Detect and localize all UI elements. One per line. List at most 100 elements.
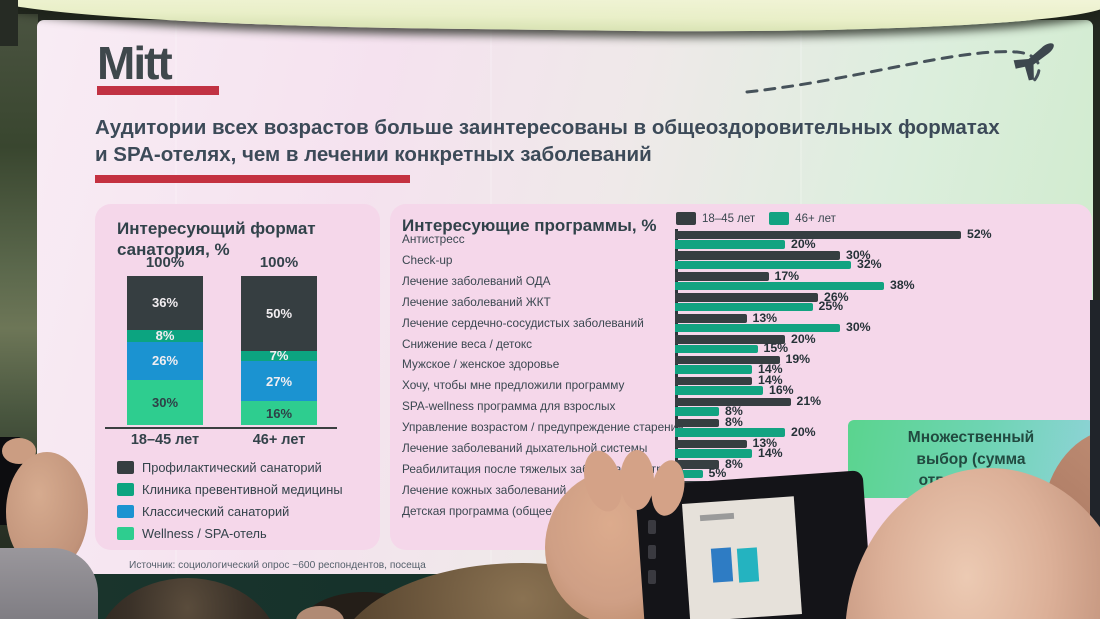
bar [675, 230, 961, 239]
segment-value-label: 16% [265, 405, 293, 421]
phone-side-button [648, 545, 656, 559]
bar [675, 344, 758, 353]
hand-finger [620, 450, 654, 510]
bar [675, 281, 884, 291]
phone-side-button [648, 520, 656, 534]
bar-row-label: Лечение кожных заболеваний [402, 482, 567, 497]
bar-value-label: 20% [791, 236, 816, 251]
bar-value-label: 14% [758, 445, 783, 460]
bar-row-label: Check-up [402, 252, 453, 267]
stack-segment: 7% [241, 348, 317, 364]
segment-value-label: 30% [151, 395, 179, 411]
legend-item: 46+ лет [769, 212, 836, 225]
format-chart-axis [105, 427, 337, 429]
bar-value-label: 32% [857, 257, 882, 272]
programs-chart-title: Интересующие программы, % [402, 216, 657, 235]
bar-value-label: 21% [796, 394, 822, 409]
bar-row-label: Лечение сердечно-сосудистых заболеваний [402, 315, 644, 330]
column-category-label: 46+ лет [252, 432, 306, 448]
column-category-label: 18–45 лет [130, 432, 200, 448]
legend-swatch [117, 526, 134, 540]
presentation-slide: Mitt Аудитории всех возрастов больше заи… [37, 20, 1094, 578]
bar-value-label: 20% [791, 424, 816, 439]
audience-face [296, 606, 344, 619]
bar-value-label: 14% [758, 373, 783, 388]
bar-row-label: Управление возрастом / предупреждение ст… [402, 420, 684, 435]
segment-value-label: 26% [151, 353, 179, 369]
bar-row-label: Снижение веса / детокс [402, 336, 533, 351]
note-line: выбор (сумма [916, 450, 1026, 468]
smartphone-photo-thumbnail [736, 547, 760, 583]
segment-value-label: 27% [265, 373, 293, 389]
bar [675, 460, 719, 469]
bar-value-label: 13% [752, 310, 778, 325]
bar-value-label: 15% [763, 341, 789, 355]
column-stack: 50% 7% 27% 16% [241, 276, 317, 425]
legend-item: Wellness / SPA-отель [117, 522, 343, 544]
stacked-column: 100% 50% 7% 27% 16% 46+ лет [241, 254, 317, 448]
bar-value-label: 17% [774, 268, 800, 283]
legend-swatch [676, 212, 696, 225]
headline-red-rule [95, 175, 410, 183]
source-text-left: Источник: социологический опрос ~600 рес… [129, 560, 426, 571]
legend-swatch [769, 212, 790, 225]
segment-value-label: 50% [265, 305, 293, 321]
legend-swatch [117, 482, 134, 496]
bar-value-label: 26% [824, 289, 849, 304]
bar [675, 386, 763, 395]
bar [675, 397, 791, 407]
segment-value-label: 7% [269, 348, 289, 364]
mitt-logo: Mitt [97, 37, 173, 89]
bar-value-label: 5% [708, 466, 727, 481]
stack-segment: 26% [127, 341, 203, 381]
bar [675, 407, 719, 416]
bar [675, 260, 851, 270]
bar-value-label: 20% [791, 331, 816, 346]
audience-shoulder [0, 548, 98, 619]
bar-value-label: 30% [846, 247, 871, 262]
segment-value-label: 8% [155, 328, 175, 344]
legend-item: Классический санаторий [117, 500, 343, 522]
programs-rows: Антистресс 52% 20% Check-up 30% 32% Лечение за… [390, 227, 1092, 530]
format-chart-panel: Интересующий формат санатория, % 100% 36%… [95, 204, 380, 550]
stack-segment: 50% [241, 276, 317, 351]
stack-segment: 16% [241, 401, 317, 425]
column-total-label: 100% [259, 254, 299, 271]
legend-item: 18–45 лет [676, 212, 755, 225]
segment-value-label: 36% [151, 295, 179, 311]
bar [675, 428, 785, 437]
legend-label: Клиника превентивной медицины [142, 481, 343, 497]
bar [675, 418, 719, 428]
programs-legend: 18–45 лет 46+ лет [676, 212, 836, 225]
column-stack: 36% 8% 26% 30% [127, 276, 203, 425]
bar-row-label: Антистресс [402, 232, 465, 246]
bar-row-label: Лечение заболеваний ЖКТ [402, 294, 551, 309]
format-chart-title: Интересующий формат санатория, % [117, 219, 316, 260]
legend-label: 46+ лет [795, 212, 836, 225]
bar [675, 355, 780, 365]
bar-value-label: 14% [758, 361, 783, 376]
bar [675, 293, 818, 302]
stack-segment: 36% [127, 276, 203, 330]
column-total-label: 100% [145, 254, 185, 271]
note-line: Множественный [907, 429, 1035, 446]
bar [675, 469, 703, 479]
stack-segment: 30% [127, 380, 203, 425]
bar [675, 323, 840, 333]
bar-row-label: SPA-wellness программа для взрослых [402, 399, 616, 414]
bar [675, 251, 840, 260]
legend-label: Профилактический санаторий [142, 459, 322, 475]
bar [675, 272, 769, 281]
bar-value-label: 13% [752, 436, 778, 450]
stacked-column: 100% 36% 8% 26% 30% 18–45 лет [127, 254, 203, 448]
phone-side-button [648, 570, 656, 584]
bar [675, 302, 813, 312]
slide-headline: Аудитории всех возрастов больше заинтере… [95, 116, 1000, 167]
format-legend: Профилактический санаторий Клиника превен… [117, 456, 343, 544]
bar-row-label: Хочу, чтобы мне предложили программу [402, 378, 625, 393]
bar [675, 439, 747, 448]
airplane-icon [1013, 43, 1054, 81]
stack-segment: 8% [127, 328, 203, 344]
bar-value-label: 30% [846, 320, 871, 335]
